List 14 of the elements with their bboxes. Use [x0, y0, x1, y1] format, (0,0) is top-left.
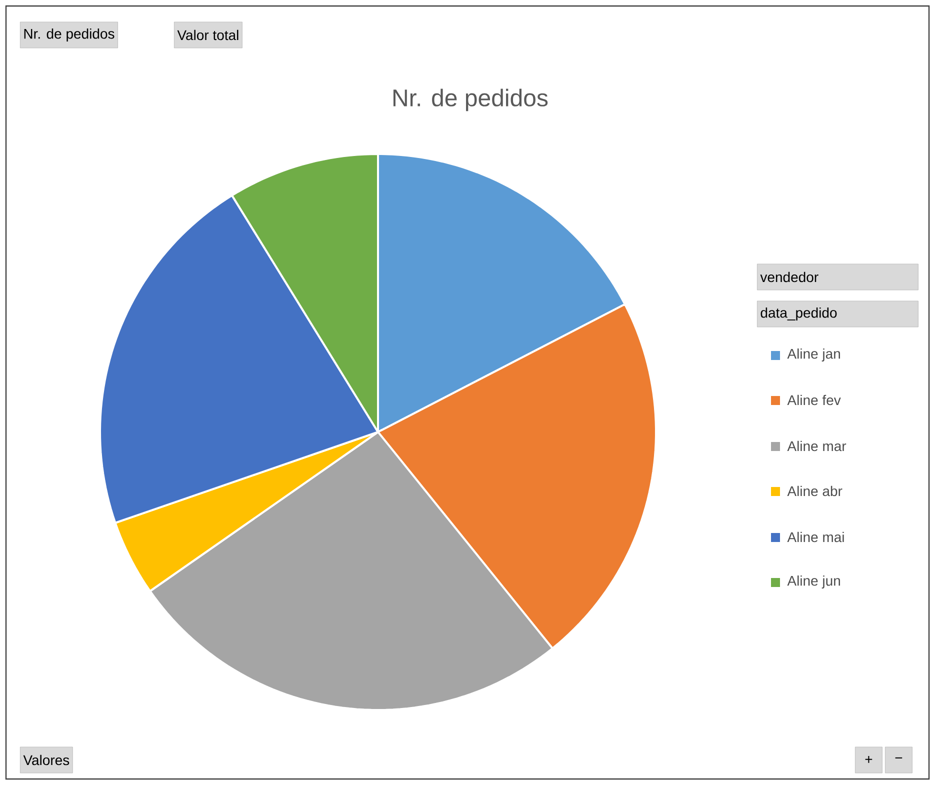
text: −: [895, 757, 902, 758]
legend-label: Aline mai: [787, 532, 844, 542]
text: Valores: [23, 754, 70, 766]
legend-label: Aline jan: [787, 348, 840, 362]
chart-title: Nr. de pedidos: [393, 88, 548, 112]
legend-label: Aline jun: [787, 575, 840, 589]
legend-label: Aline mar: [787, 440, 846, 452]
text: Nr. de pedidos: [24, 28, 114, 42]
text: vendedor: [760, 272, 818, 282]
text: data_pedido: [760, 307, 837, 321]
text: +: [865, 756, 872, 763]
text: Valor total: [177, 30, 238, 40]
legend-label: Aline fev: [787, 394, 841, 406]
legend-label: Aline abr: [787, 486, 842, 496]
